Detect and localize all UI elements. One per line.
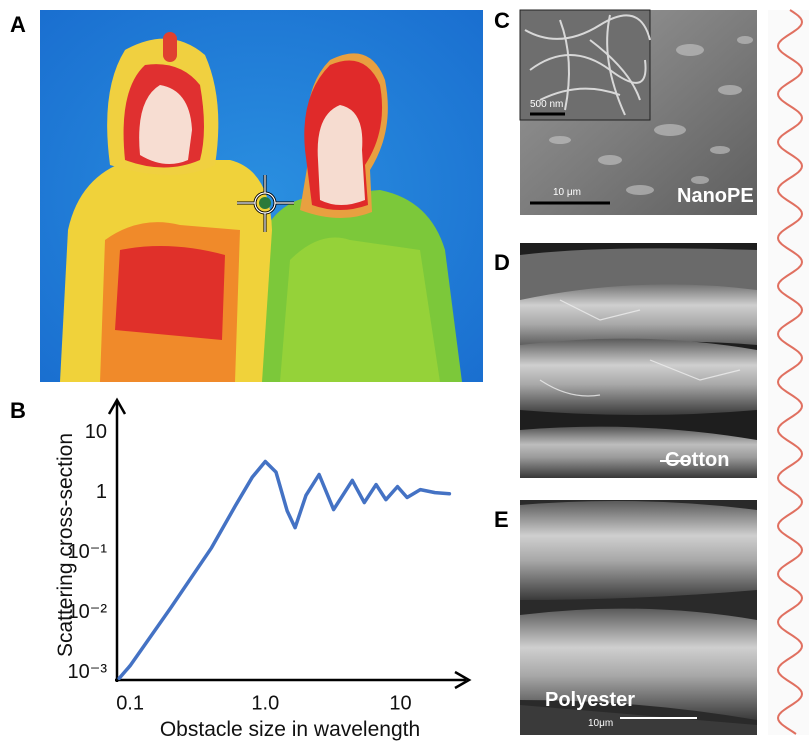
axes — [109, 400, 469, 688]
data-line — [119, 462, 449, 679]
sem-cotton — [520, 243, 757, 478]
x-tick-label: 0.1 — [116, 692, 144, 714]
panel-label: B — [10, 398, 26, 423]
material-label: Polyester — [545, 689, 635, 711]
x-tick-label: 1.0 — [251, 692, 279, 714]
x-tick-label: 10 — [389, 692, 411, 714]
thermal-image — [40, 10, 483, 382]
x-axis-title: Obstacle size in wavelength — [160, 718, 420, 741]
wave-strip — [768, 10, 809, 735]
figure-canvas: A B C D E 500 nm 10 μm NanoPE Cotton Pol… — [0, 0, 809, 742]
panel-label: E — [494, 507, 509, 532]
panel-label: C — [494, 8, 510, 33]
y-tick-label: 10⁻¹ — [68, 541, 108, 563]
panel-label: D — [494, 250, 510, 275]
scale-bar-label: 500 nm — [530, 99, 563, 110]
figure: A B C D E 500 nm 10 μm NanoPE Cotton Pol… — [0, 0, 809, 742]
material-label: Cotton — [665, 449, 729, 471]
scale-bar-label: 10μm — [588, 718, 613, 729]
y-tick-label: 10⁻² — [68, 601, 108, 623]
y-tick-label: 1 — [96, 481, 107, 503]
material-label: NanoPE — [677, 185, 754, 207]
y-tick-label: 10 — [85, 421, 107, 443]
panel-label: A — [10, 12, 26, 37]
scale-bar-label: 10 μm — [553, 187, 581, 198]
y-tick-label: 10⁻³ — [68, 661, 108, 683]
